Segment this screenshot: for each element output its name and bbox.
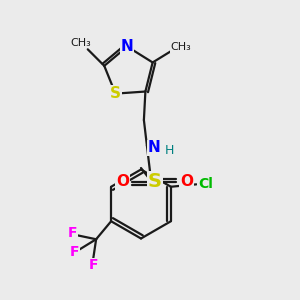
Text: N: N [148,140,161,155]
Text: CH₃: CH₃ [70,38,91,48]
Text: S: S [110,86,121,101]
Text: O: O [116,174,129,189]
Text: Cl: Cl [198,177,213,191]
Text: F: F [68,226,77,240]
Text: F: F [70,245,79,259]
Text: CH₃: CH₃ [171,42,191,52]
Text: N: N [121,39,134,54]
Text: F: F [89,258,98,272]
Text: O: O [180,174,193,189]
Text: S: S [148,172,162,191]
Text: H: H [165,143,174,157]
